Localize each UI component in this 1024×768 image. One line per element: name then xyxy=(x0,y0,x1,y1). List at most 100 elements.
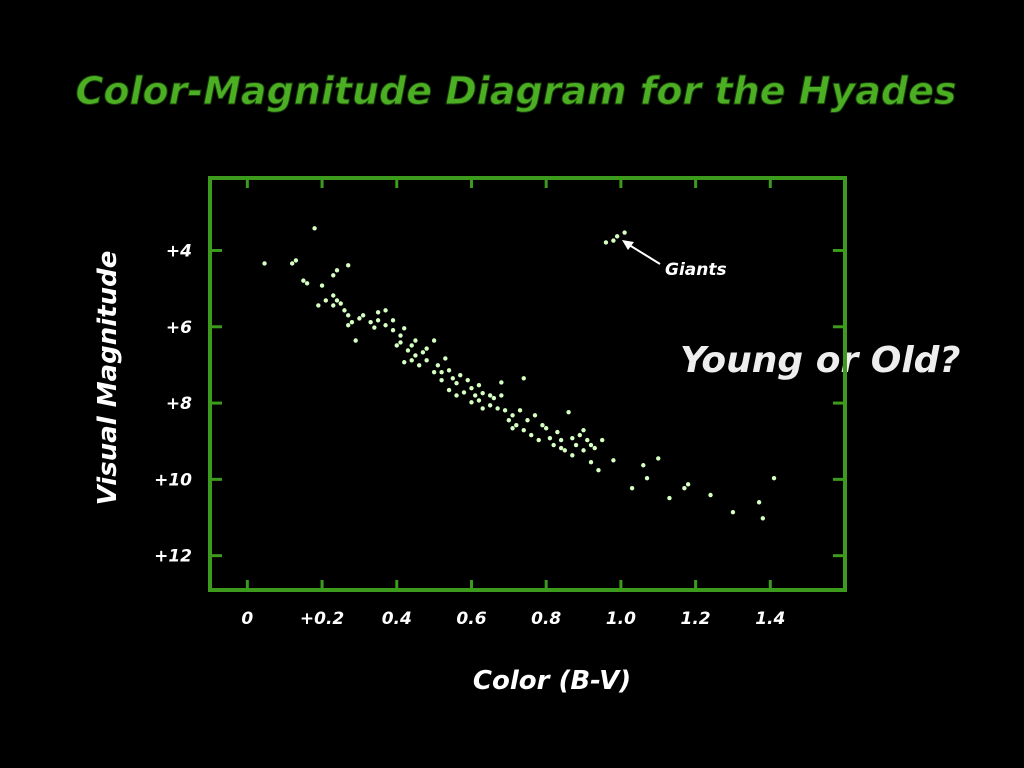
star-point xyxy=(570,435,575,441)
star-point xyxy=(446,387,452,393)
star-point xyxy=(521,376,526,381)
star-point xyxy=(506,418,512,423)
star-point xyxy=(458,373,463,378)
star-point xyxy=(596,468,601,473)
star-point xyxy=(525,418,530,423)
star-point xyxy=(573,442,579,448)
star-point xyxy=(431,369,437,375)
star-point xyxy=(346,323,351,328)
star-point xyxy=(435,363,441,368)
star-point xyxy=(454,381,459,386)
star-point xyxy=(331,303,336,308)
star-point xyxy=(667,495,672,501)
star-point xyxy=(532,413,538,418)
star-point xyxy=(450,376,455,381)
star-point xyxy=(685,482,691,487)
star-point xyxy=(588,460,594,465)
star-point xyxy=(319,283,325,288)
star-point xyxy=(446,368,452,373)
star-point xyxy=(499,393,504,398)
chart-title: Color-Magnitude Diagram for the Hyades xyxy=(75,69,956,113)
star-point xyxy=(304,281,310,286)
star-point xyxy=(570,453,575,458)
star-point xyxy=(614,234,620,239)
star-point xyxy=(398,340,403,345)
star-point xyxy=(562,448,568,453)
star-point xyxy=(469,400,474,405)
star-point xyxy=(413,353,418,358)
x-tick-label: 1.0 xyxy=(606,609,636,629)
y-tick-label: +4 xyxy=(166,241,192,261)
star-point xyxy=(585,437,590,443)
star-point xyxy=(566,410,571,415)
star-point xyxy=(465,377,470,383)
star-point xyxy=(629,485,635,491)
star-point xyxy=(611,238,616,243)
star-point xyxy=(540,423,545,428)
star-point xyxy=(334,298,340,303)
star-point xyxy=(529,432,534,438)
star-point xyxy=(644,476,650,481)
star-point xyxy=(558,445,564,451)
star-point xyxy=(558,437,564,443)
x-tick-label: 0.4 xyxy=(382,609,412,629)
x-axis-label: Color (B-V) xyxy=(473,666,631,696)
star-point xyxy=(331,293,336,298)
star-point xyxy=(439,369,444,375)
star-point xyxy=(346,263,351,268)
star-point xyxy=(402,360,407,365)
star-point xyxy=(424,346,429,351)
y-tick-label: +10 xyxy=(154,470,192,490)
star-point xyxy=(756,500,762,505)
annotation-arrow xyxy=(625,242,661,265)
star-point xyxy=(473,393,478,398)
y-axis-label: Visual Magnitude xyxy=(93,251,123,506)
star-point xyxy=(398,333,403,338)
star-point xyxy=(375,318,381,323)
star-point xyxy=(409,358,414,363)
star-point xyxy=(368,320,373,325)
star-point xyxy=(383,323,388,328)
star-point xyxy=(353,338,358,343)
star-point xyxy=(413,338,418,343)
star-point xyxy=(581,448,586,453)
y-tick-label: +6 xyxy=(166,318,192,338)
annotation-question: Young or Old? xyxy=(680,340,960,381)
star-point xyxy=(588,442,594,448)
x-tick-label: 1.4 xyxy=(755,609,785,629)
star-point xyxy=(331,273,336,278)
star-point xyxy=(431,338,437,343)
star-point xyxy=(301,278,306,283)
star-point xyxy=(390,318,396,323)
star-point xyxy=(360,313,366,318)
plot-frame xyxy=(208,176,847,592)
star-point xyxy=(480,390,485,396)
star-point xyxy=(342,308,347,313)
star-point xyxy=(514,423,519,428)
star-point xyxy=(555,429,560,435)
star-point xyxy=(293,258,299,263)
star-point xyxy=(760,516,766,521)
star-point xyxy=(357,316,362,321)
x-tick-label: 0.6 xyxy=(456,609,486,629)
star-point xyxy=(730,509,736,515)
star-point xyxy=(420,350,426,355)
star-point xyxy=(469,385,474,391)
star-point xyxy=(349,320,355,325)
star-point xyxy=(499,380,504,385)
star-point xyxy=(581,427,586,433)
star-point xyxy=(402,326,407,331)
star-point xyxy=(600,437,605,443)
star-point xyxy=(416,363,422,368)
star-point xyxy=(338,301,343,306)
x-tick-label: 0.8 xyxy=(531,609,561,629)
star-point xyxy=(487,403,493,408)
star-point xyxy=(543,426,549,431)
star-point xyxy=(439,377,444,383)
star-point xyxy=(641,463,646,468)
star-point xyxy=(551,442,556,448)
star-point xyxy=(521,427,526,433)
star-point xyxy=(656,456,661,461)
